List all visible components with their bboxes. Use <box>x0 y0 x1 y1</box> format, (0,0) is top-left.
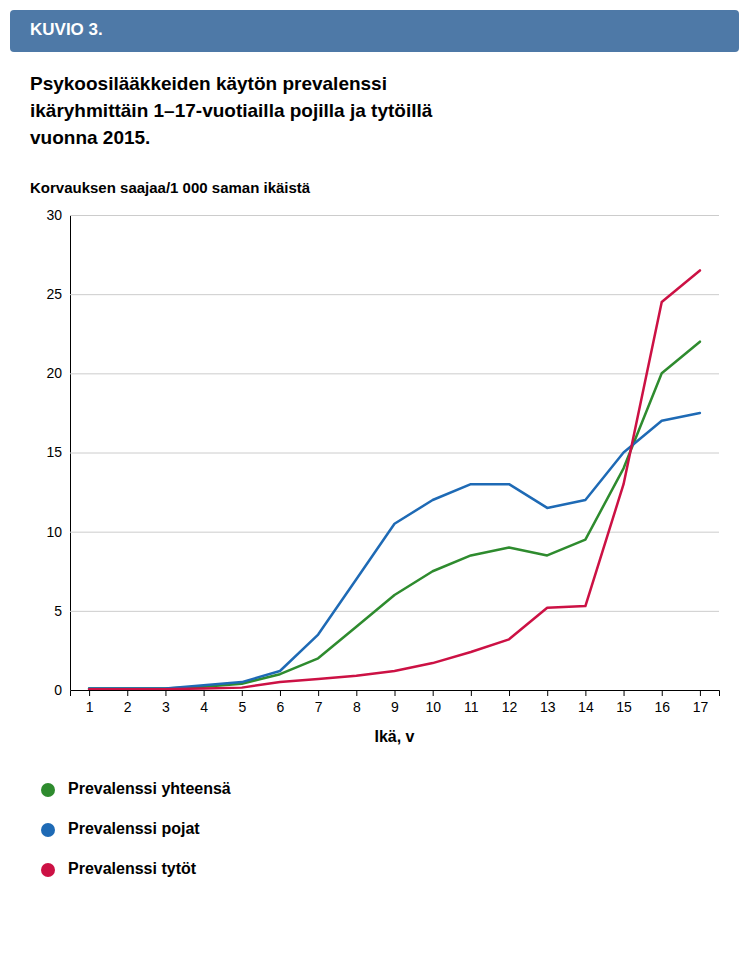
plot: 0510152025301234567891011121314151617 <box>46 207 719 715</box>
x-tick-label: 9 <box>391 699 399 715</box>
x-tick: 16 <box>654 690 670 715</box>
series-line <box>89 270 700 689</box>
x-tick: 2 <box>124 690 132 715</box>
grid-line <box>70 532 719 533</box>
y-axis: 0 5 10 15 20 25 30 <box>46 207 719 698</box>
legend-label: Prevalenssi yhteensä <box>68 780 231 797</box>
y-tick: 20 <box>46 365 719 381</box>
y-axis-line <box>71 216 720 691</box>
tick-mark <box>165 690 166 696</box>
tick-mark <box>318 690 319 696</box>
legend-swatch <box>41 863 55 877</box>
x-tick-label: 1 <box>86 699 94 715</box>
x-tick-label: 6 <box>277 699 285 715</box>
series-line <box>89 342 700 689</box>
tick-mark <box>509 690 510 696</box>
y-tick: 10 <box>46 524 719 540</box>
legend-item: Prevalenssi yhteensä <box>41 780 231 797</box>
tick-mark <box>280 690 281 696</box>
x-tick-label: 12 <box>502 699 518 715</box>
x-tick-label: 7 <box>315 699 323 715</box>
x-tick-label: 13 <box>540 699 556 715</box>
legend: Prevalenssi yhteensä Prevalenssi pojat Pre… <box>41 780 231 877</box>
x-tick-label: 5 <box>238 699 246 715</box>
grid-line <box>70 215 719 216</box>
x-tick-label: 8 <box>353 699 361 715</box>
tick-mark <box>242 690 243 696</box>
tick-mark <box>585 690 586 696</box>
y-tick: 30 <box>46 207 719 223</box>
legend-swatch <box>41 823 55 837</box>
x-axis: 1234567891011121314151617 <box>71 690 720 715</box>
y-axis-title: Korvauksen saajaa/1 000 saman ikäistä <box>30 179 311 196</box>
legend-swatch <box>41 783 55 797</box>
y-tick: 25 <box>46 286 719 302</box>
tick-mark <box>433 690 434 696</box>
title: Psykoosilääkkeiden käytön prevalenssiikä… <box>30 73 433 148</box>
tick-mark <box>204 690 205 696</box>
tick-mark <box>624 690 625 696</box>
x-tick-label: 10 <box>425 699 441 715</box>
x-axis-title: Ikä, v <box>374 728 414 745</box>
y-tick-label: 15 <box>46 444 62 460</box>
tick-mark <box>356 690 357 696</box>
x-tick-label: 15 <box>616 699 632 715</box>
header-text: KUVIO 3. <box>30 20 103 39</box>
x-tick: 4 <box>200 690 208 715</box>
tick-mark <box>395 690 396 696</box>
x-tick: 12 <box>502 690 518 715</box>
lines <box>89 270 700 689</box>
x-tick-label: 16 <box>654 699 670 715</box>
tick-mark <box>662 690 663 696</box>
y-tick-label: 5 <box>54 603 62 619</box>
tick-mark <box>471 690 472 696</box>
x-tick-label: 14 <box>578 699 594 715</box>
x-tick: 5 <box>238 690 246 715</box>
x-tick: 1 <box>86 690 94 715</box>
x-tick-label: 3 <box>162 699 170 715</box>
series-line <box>89 413 700 689</box>
y-tick-label: 25 <box>46 286 62 302</box>
grid-line <box>70 373 719 374</box>
x-tick: 14 <box>578 690 594 715</box>
x-axis-line <box>71 691 720 697</box>
tick-mark <box>547 690 548 696</box>
header-bar <box>10 10 739 52</box>
y-tick-label: 30 <box>46 207 62 223</box>
legend-label: Prevalenssi pojat <box>68 820 200 837</box>
x-tick: 13 <box>540 690 556 715</box>
x-tick: 8 <box>353 690 361 715</box>
x-tick: 15 <box>616 690 632 715</box>
y-tick: 5 <box>54 603 719 619</box>
grid-line <box>70 294 719 295</box>
x-tick: 3 <box>162 690 170 715</box>
x-tick: 6 <box>277 690 285 715</box>
x-tick-label: 4 <box>200 699 208 715</box>
x-tick: 10 <box>425 690 441 715</box>
legend-item: Prevalenssi tytöt <box>41 860 197 877</box>
legend-label: Prevalenssi tytöt <box>68 860 197 877</box>
y-tick-label: 10 <box>46 524 62 540</box>
x-tick: 11 <box>464 690 479 715</box>
x-tick-label: 17 <box>693 699 709 715</box>
x-tick: 17 <box>693 690 709 715</box>
x-tick: 7 <box>315 690 323 715</box>
y-tick-label: 20 <box>46 365 62 381</box>
legend-item: Prevalenssi pojat <box>41 820 200 837</box>
tick-mark <box>89 690 90 696</box>
x-tick-label: 2 <box>124 699 132 715</box>
chart: KUVIO 3. Psykoosilääkkeiden käytön preval… <box>0 0 749 966</box>
tick-mark <box>127 690 128 696</box>
tick-mark <box>700 690 701 696</box>
x-tick-label: 11 <box>464 699 479 715</box>
grid-line <box>70 611 719 612</box>
x-tick: 9 <box>391 690 399 715</box>
y-tick-label: 0 <box>54 682 62 698</box>
